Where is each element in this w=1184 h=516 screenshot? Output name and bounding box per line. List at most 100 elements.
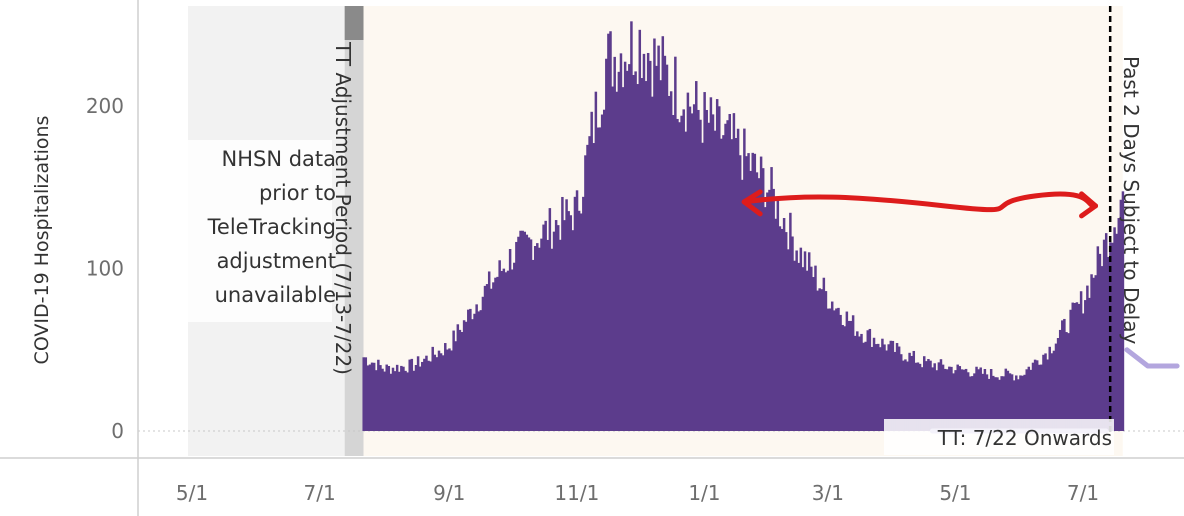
daily-bar	[1010, 374, 1014, 431]
daily-bar	[473, 313, 476, 431]
arrow-head-right	[1079, 191, 1099, 219]
daily-bar	[398, 371, 401, 431]
daily-bar	[935, 370, 939, 431]
comparison-arrow	[741, 189, 1099, 219]
daily-bar	[544, 220, 547, 431]
daily-bar	[628, 64, 631, 431]
daily-bar	[577, 210, 581, 431]
daily-bar	[596, 127, 600, 432]
daily-bar	[638, 29, 642, 432]
daily-bar	[1086, 285, 1089, 431]
daily-bar	[410, 358, 414, 431]
daily-bar	[617, 71, 621, 431]
daily-bar	[996, 377, 999, 431]
daily-bar	[992, 375, 995, 431]
daily-bar	[1073, 302, 1077, 431]
daily-bar	[642, 53, 646, 432]
nhsn-note-line: adjustment	[217, 249, 336, 273]
daily-bar	[364, 357, 368, 431]
y-tick-label: 0	[111, 419, 124, 443]
daily-bar	[548, 208, 552, 431]
daily-bar	[812, 277, 815, 431]
daily-bar	[408, 359, 411, 431]
daily-bar	[902, 360, 905, 431]
daily-bar	[456, 324, 460, 431]
daily-bar	[1084, 300, 1087, 431]
daily-bar	[563, 220, 566, 431]
daily-bar	[1006, 370, 1010, 431]
daily-bar	[891, 340, 895, 431]
daily-bar	[684, 131, 688, 431]
daily-bar	[753, 153, 757, 431]
daily-bar	[837, 307, 840, 431]
daily-bar	[571, 230, 575, 431]
daily-bar	[1092, 277, 1095, 431]
daily-bar	[922, 356, 926, 431]
x-tick-label: 11/1	[554, 481, 599, 505]
daily-bar	[820, 289, 824, 431]
daily-bar	[370, 362, 374, 431]
daily-bar	[707, 122, 711, 432]
daily-bar	[751, 152, 754, 432]
daily-bar	[636, 84, 639, 431]
adjustment-period-band	[344, 6, 364, 456]
y-axis-title: COVID-19 Hospitalizations	[31, 116, 53, 365]
daily-bar	[586, 144, 589, 431]
daily-bar	[527, 237, 531, 431]
daily-bar	[490, 288, 493, 431]
daily-bar	[1069, 309, 1072, 431]
daily-bar	[741, 179, 744, 431]
daily-bar	[810, 266, 813, 431]
daily-bar	[379, 365, 382, 431]
daily-bar	[1115, 233, 1118, 431]
daily-bar	[824, 291, 828, 431]
daily-bar	[554, 220, 558, 431]
daily-bar	[964, 368, 968, 431]
daily-bar	[736, 128, 740, 431]
daily-bar	[883, 344, 886, 431]
nhsn-note-background	[182, 140, 332, 322]
daily-bar	[755, 172, 759, 431]
daily-bar	[692, 104, 696, 431]
daily-bar	[772, 188, 775, 431]
daily-bar	[910, 355, 913, 431]
daily-bar	[715, 99, 719, 431]
daily-bar	[625, 70, 629, 431]
daily-bar	[686, 92, 690, 431]
daily-bar	[485, 284, 489, 431]
daily-bar	[897, 346, 901, 431]
daily-bar	[868, 328, 872, 431]
daily-bar	[1090, 274, 1093, 431]
daily-bar	[1075, 302, 1079, 431]
daily-bar	[590, 111, 593, 431]
nhsn-note-line: unavailable	[215, 283, 336, 307]
daily-bar	[375, 370, 378, 431]
daily-bar	[885, 350, 888, 431]
daily-bar	[423, 358, 426, 431]
daily-bar	[418, 366, 422, 431]
daily-bar	[726, 120, 729, 431]
daily-bar	[1098, 253, 1102, 431]
daily-bar	[663, 55, 667, 432]
daily-bar	[688, 106, 692, 431]
daily-bar	[709, 97, 713, 432]
daily-bar	[607, 33, 610, 431]
daily-bar	[525, 234, 529, 431]
daily-bar	[446, 349, 449, 431]
daily-bar	[889, 340, 893, 431]
daily-bar	[860, 333, 863, 431]
daily-bar	[665, 64, 669, 431]
daily-bar	[948, 366, 951, 431]
daily-bar	[540, 238, 543, 431]
daily-bar	[498, 260, 501, 431]
daily-bar	[435, 357, 439, 431]
daily-bar	[479, 310, 483, 431]
daily-bar	[1065, 332, 1068, 431]
daily-bar	[573, 196, 577, 431]
daily-bar	[494, 277, 497, 431]
daily-bar	[444, 343, 447, 431]
daily-bar	[738, 155, 742, 432]
daily-bar	[826, 308, 830, 431]
daily-bar	[814, 265, 817, 431]
